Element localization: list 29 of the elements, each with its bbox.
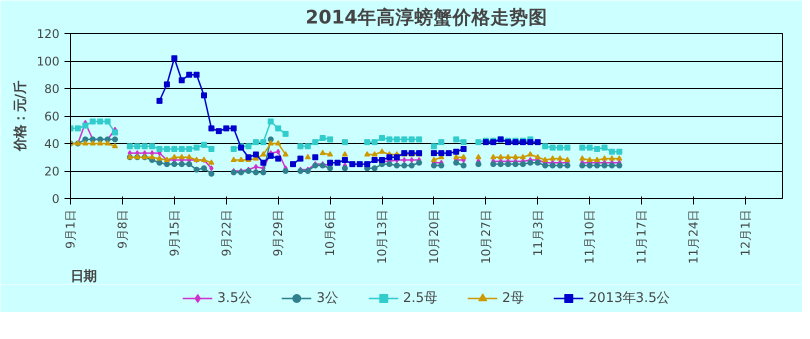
x-tick-label: 9月22日 xyxy=(219,210,234,256)
legend-label: 3.5公 xyxy=(217,290,252,307)
legend-label: 3公 xyxy=(316,290,338,307)
y-tick-label: 80 xyxy=(44,82,60,96)
y-tick-label: 120 xyxy=(36,27,60,41)
chart-title: 2014年高淳螃蟹价格走势图 xyxy=(306,6,548,28)
x-tick-label: 12月1日 xyxy=(738,210,752,256)
y-tick-label: 100 xyxy=(36,54,60,68)
x-axis-title: 日期 xyxy=(70,270,96,284)
y-tick-label: 0 xyxy=(52,192,60,206)
legend-label: 2013年3.5公 xyxy=(588,290,670,307)
y-tick-label: 20 xyxy=(44,164,60,178)
x-tick-label: 10月6日 xyxy=(323,210,338,256)
x-tick-label: 11月24日 xyxy=(686,209,700,264)
x-tick-label: 10月13日 xyxy=(375,209,389,264)
legend-label: 2.5母 xyxy=(402,290,438,307)
x-tick-label: 10月27日 xyxy=(478,209,493,264)
x-tick-label: 9月15日 xyxy=(167,210,182,256)
x-tick-label: 11月3日 xyxy=(530,210,545,256)
y-tick-label: 40 xyxy=(44,137,60,151)
x-tick-label: 9月8日 xyxy=(115,209,130,249)
x-tick-label: 9月29日 xyxy=(271,210,286,256)
x-tick-label: 9月1日 xyxy=(64,209,78,249)
y-tick-label: 60 xyxy=(44,110,60,124)
x-tick-label: 10月20日 xyxy=(426,209,441,264)
legend-label: 2母 xyxy=(502,290,524,307)
y-axis-title: 价格：元/斤 xyxy=(12,81,29,152)
x-tick-label: 11月17日 xyxy=(634,209,649,264)
x-tick-label: 11月10日 xyxy=(582,209,597,264)
